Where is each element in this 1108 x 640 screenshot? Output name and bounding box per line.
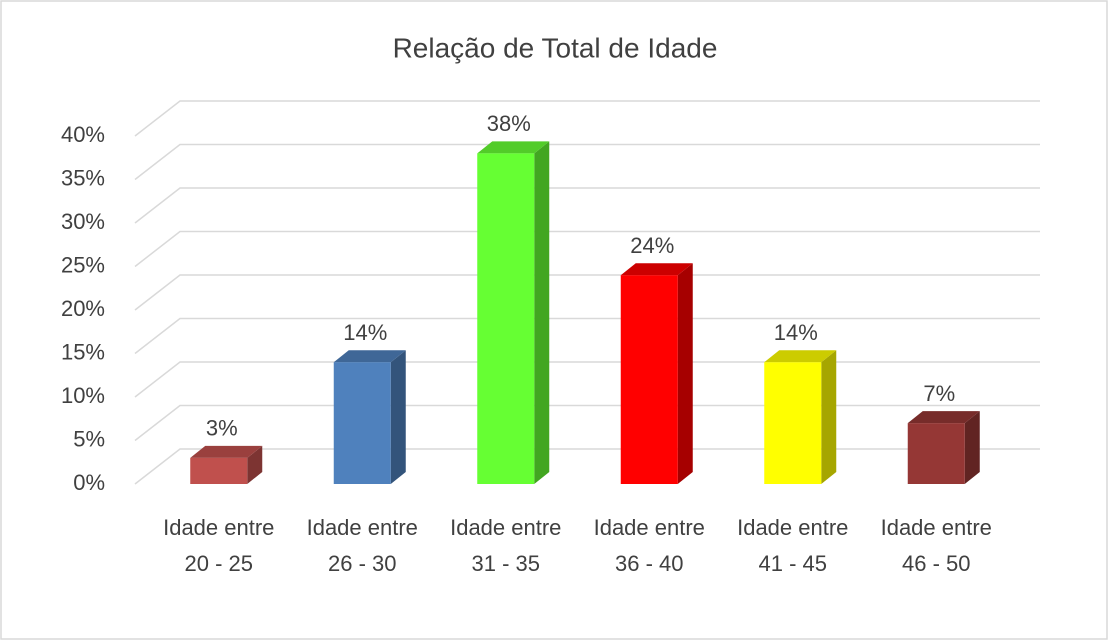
y-tick-label: 0% bbox=[73, 470, 105, 495]
bar-side bbox=[677, 263, 693, 484]
bar-side bbox=[247, 445, 263, 484]
y-tick-label: 30% bbox=[61, 209, 105, 234]
x-tick-label: Idade entre 41 - 45 bbox=[737, 515, 849, 576]
bar bbox=[477, 153, 535, 484]
bar-top bbox=[907, 411, 980, 424]
grid-line bbox=[134, 274, 1040, 311]
bar-top bbox=[620, 263, 693, 276]
bar-top bbox=[764, 350, 837, 363]
bar-side bbox=[821, 350, 837, 484]
grid-line bbox=[134, 230, 1040, 268]
y-tick-label: 5% bbox=[73, 426, 105, 451]
bar-top bbox=[190, 445, 263, 458]
bar bbox=[907, 423, 965, 484]
data-label: 38% bbox=[487, 111, 531, 136]
bar bbox=[620, 275, 678, 484]
data-label: 24% bbox=[630, 233, 674, 258]
x-tick-label: Idade entre 46 - 50 bbox=[880, 515, 992, 576]
bar-side bbox=[534, 141, 550, 484]
x-tick-label: Idade entre 26 - 30 bbox=[306, 515, 418, 576]
grid-line bbox=[134, 187, 1040, 224]
bar bbox=[333, 362, 391, 484]
data-label: 14% bbox=[774, 320, 818, 345]
y-tick-label: 15% bbox=[61, 339, 105, 364]
y-tick-label: 10% bbox=[61, 383, 105, 408]
bar-side bbox=[964, 411, 980, 484]
y-tick-label: 25% bbox=[61, 252, 105, 277]
data-label: 7% bbox=[923, 381, 955, 406]
grid-line bbox=[134, 317, 1040, 355]
x-tick-label: Idade entre 36 - 40 bbox=[593, 515, 705, 576]
bar-top bbox=[333, 350, 406, 363]
grid-line bbox=[134, 100, 1040, 137]
x-tick-label: Idade entre 31 - 35 bbox=[450, 515, 562, 576]
data-label: 14% bbox=[343, 320, 387, 345]
y-tick-label: 35% bbox=[61, 165, 105, 190]
bar bbox=[190, 457, 248, 484]
bar-side bbox=[390, 350, 406, 484]
y-tick-label: 40% bbox=[61, 122, 105, 147]
chart-title: Relação de Total de Idade bbox=[393, 32, 718, 63]
grid-line bbox=[134, 143, 1040, 181]
bar bbox=[764, 362, 822, 484]
grid-line bbox=[134, 361, 1040, 398]
grid-line bbox=[134, 448, 1040, 485]
data-label: 3% bbox=[206, 416, 238, 441]
x-tick-label: Idade entre 20 - 25 bbox=[163, 515, 275, 576]
grid-line bbox=[134, 404, 1040, 442]
y-tick-label: 20% bbox=[61, 296, 105, 321]
bar-top bbox=[477, 141, 550, 154]
